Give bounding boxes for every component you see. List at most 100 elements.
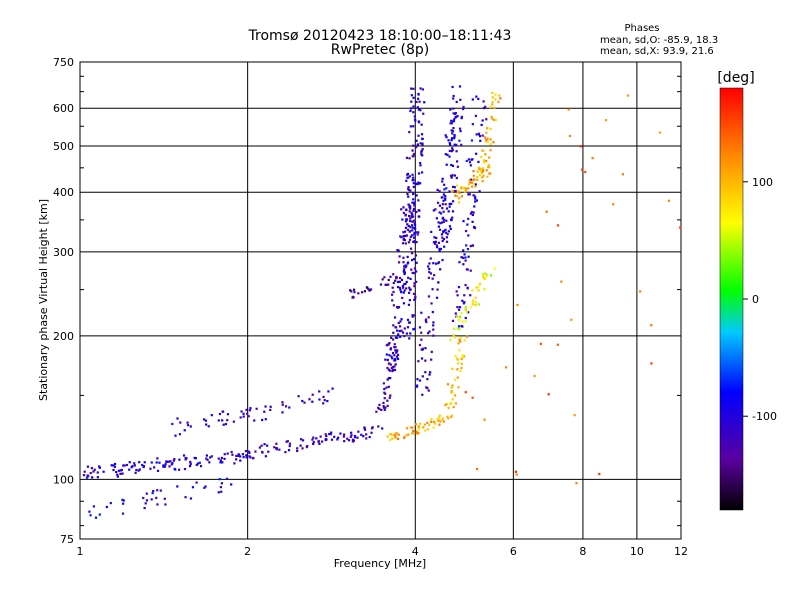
data-point [483,136,487,139]
data-point [413,282,416,285]
data-point [403,283,406,286]
data-point [275,448,278,451]
data-point [460,256,463,259]
data-point [248,455,251,458]
data-point [454,189,457,193]
data-point [133,462,136,465]
data-point [494,93,497,96]
data-point [350,434,353,437]
data-point [133,464,136,467]
data-point [467,217,470,220]
data-point [466,223,469,226]
data-point [261,418,264,422]
data-point [413,221,416,225]
data-point [397,261,401,264]
data-point [436,201,440,204]
data-point [184,496,187,499]
data-point [296,449,299,453]
data-point [363,290,367,293]
data-point [417,108,420,111]
data-point [223,453,226,456]
data-point [417,428,420,431]
data-point [486,127,489,130]
data-point [329,433,332,436]
data-point [639,290,642,293]
data-point [395,432,398,435]
data-point [439,420,442,423]
data-point [446,233,449,236]
data-point [112,468,115,472]
data-point [441,180,444,183]
data-point [471,220,474,223]
data-point [490,115,493,118]
data-point [402,235,405,238]
data-point [475,152,478,155]
data-point [471,185,474,188]
data-point [386,404,389,407]
data-point [303,401,306,404]
data-point [392,324,395,327]
data-point [445,219,448,222]
data-point [451,384,454,387]
data-point [485,159,488,163]
data-point [411,173,414,176]
data-point [384,406,387,409]
data-point [418,379,422,382]
data-point [389,432,392,436]
data-point [437,261,440,265]
data-point [432,324,435,327]
data-point [472,299,475,302]
data-point [481,134,484,137]
data-point [394,363,397,366]
data-point [396,280,400,284]
data-point [402,291,405,294]
data-point [446,153,449,156]
data-point [384,392,387,395]
data-point [475,286,478,289]
data-point [275,446,278,450]
data-point [434,262,438,265]
data-point [452,97,455,100]
data-point [461,320,464,323]
data-point [402,256,405,259]
data-point [394,336,398,339]
data-point [591,157,594,160]
data-point [435,246,439,249]
data-point [231,453,234,456]
data-point [432,426,435,429]
data-point [434,208,437,211]
data-point [472,178,475,182]
data-point [193,456,196,460]
data-point [403,238,406,242]
data-points [82,85,682,519]
data-point [408,175,411,178]
data-point [363,428,367,431]
data-point [454,355,457,358]
data-point [445,403,448,406]
data-point [486,137,489,140]
data-point [612,203,615,206]
data-point [465,244,468,247]
data-point [324,433,327,436]
data-point [458,328,461,331]
data-point [464,316,467,320]
data-point [275,442,278,445]
data-point [217,491,220,494]
data-point [288,406,291,409]
data-point [210,455,213,458]
data-point [249,456,252,459]
data-point [403,334,406,338]
data-point [449,122,452,125]
data-point [452,112,455,115]
y-tick-label: 200 [53,330,74,343]
data-point [438,204,442,207]
data-point [357,292,360,295]
data-point [456,368,459,371]
data-point [455,100,458,104]
data-point [458,338,461,341]
data-point [451,200,455,203]
data-point [498,94,501,97]
data-point [465,310,469,313]
data-point [143,506,146,510]
data-point [365,437,368,440]
